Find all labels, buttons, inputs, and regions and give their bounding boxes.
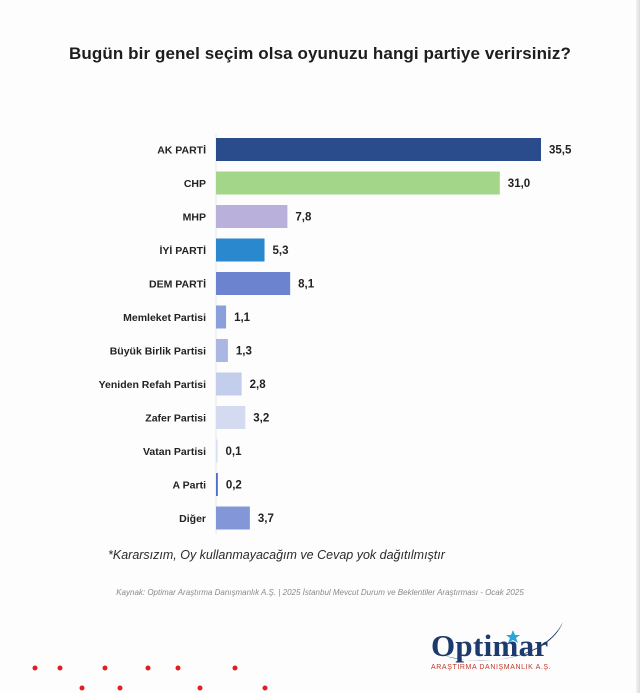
data-label: 3,2 xyxy=(253,413,269,425)
category-label: Memleket Partisi xyxy=(123,312,206,324)
category-label: İYİ PARTİ xyxy=(160,244,207,257)
bar xyxy=(216,439,218,463)
data-label: 8,1 xyxy=(298,279,315,291)
category-label: AK PARTİ xyxy=(157,144,206,157)
category-label: Büyük Birlik Partisi xyxy=(110,346,206,358)
bar xyxy=(216,506,250,530)
bar xyxy=(216,138,541,161)
category-label: CHP xyxy=(184,178,206,190)
category-label: MHP xyxy=(183,212,206,224)
bar xyxy=(216,171,500,195)
category-label: DEM PARTİ xyxy=(149,278,206,291)
data-label: 5,3 xyxy=(273,245,289,257)
data-label: 35,5 xyxy=(549,145,572,157)
source-line: Kaynak: Optimar Araştırma Danışmanlık A.… xyxy=(116,588,524,597)
data-label: 0,1 xyxy=(226,446,243,458)
logo-swoosh-icon xyxy=(445,622,563,661)
page-edge xyxy=(636,0,640,693)
bar xyxy=(216,272,291,295)
bar xyxy=(216,339,228,362)
logo-subtitle: ARAŞTIRMA DANIŞMANLIK A.Ş. xyxy=(431,664,552,671)
bar xyxy=(216,406,246,429)
chart-title: Bugün bir genel seçim olsa oyunuzu hangi… xyxy=(69,44,571,63)
category-label: Zafer Partisi xyxy=(145,413,206,425)
category-label: A Parti xyxy=(173,480,207,492)
bar xyxy=(216,473,218,496)
data-label: 0,2 xyxy=(226,480,242,492)
bar xyxy=(216,305,227,329)
footnote: *Kararsızım, Oy kullanmayacağım ve Cevap… xyxy=(108,548,445,562)
category-label: Yeniden Refah Partisi xyxy=(99,379,206,391)
category-label: Diğer xyxy=(179,513,206,525)
category-label: Vatan Partisi xyxy=(143,446,206,458)
bar-chart: AK PARTİ 35,5 CHP 31,0 MHP 7,8 İYİ PARTİ 5,3 DEM… xyxy=(99,134,572,534)
data-label: 1,3 xyxy=(236,346,252,358)
data-label: 31,0 xyxy=(508,178,530,190)
decorative-dots xyxy=(32,665,268,691)
data-label: 3,7 xyxy=(258,513,274,525)
bar xyxy=(216,372,242,396)
data-label: 1,1 xyxy=(234,312,251,324)
optimar-logo: Optimar ARAŞTIRMA DANIŞMANLIK A.Ş. xyxy=(425,608,570,678)
bar xyxy=(216,238,265,262)
logo-name: Optimar xyxy=(431,628,549,663)
data-label: 7,8 xyxy=(295,212,312,224)
bar xyxy=(216,205,288,228)
data-label: 2,8 xyxy=(250,379,267,391)
